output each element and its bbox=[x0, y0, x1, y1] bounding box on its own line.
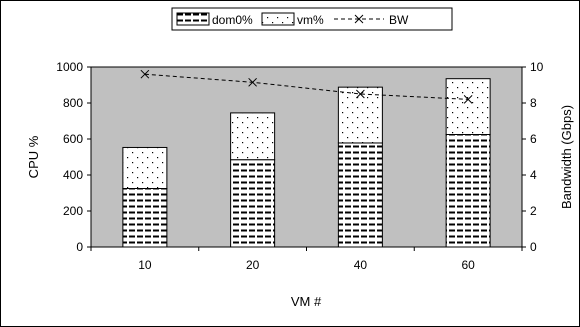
bar-vm-60 bbox=[445, 78, 491, 135]
bandwidth-marker bbox=[140, 69, 150, 79]
legend-marker-bw bbox=[354, 14, 364, 24]
y2-tick-label: 0 bbox=[530, 240, 537, 254]
x-tick-label: 20 bbox=[246, 258, 260, 272]
bandwidth-line-group bbox=[140, 69, 473, 104]
x-tick-label: 10 bbox=[138, 258, 152, 272]
y-tick-label: 400 bbox=[63, 168, 83, 182]
legend-label-dom0: dom0% bbox=[212, 13, 253, 27]
legend-swatch-dom0 bbox=[176, 12, 210, 26]
x-axis-title: VM # bbox=[291, 294, 322, 309]
bandwidth-marker-stroke bbox=[140, 69, 150, 79]
y2-tick-label: 8 bbox=[530, 96, 537, 110]
bar-dom0-10 bbox=[122, 188, 168, 248]
bar-vm-40 bbox=[337, 86, 383, 144]
y-axis-title: CPU % bbox=[26, 135, 41, 178]
y-tick-label: 600 bbox=[63, 132, 83, 146]
y-tick-label: 1000 bbox=[56, 60, 83, 74]
bandwidth-marker bbox=[356, 89, 365, 99]
bandwidth-marker-stroke bbox=[356, 89, 365, 99]
axes-group: 0 200 400 600 800 1000 0 2 4 6 8 10 10 20 40 60 bbox=[56, 60, 543, 272]
bandwidth-marker-stroke bbox=[463, 95, 473, 104]
x-tick-label: 40 bbox=[354, 258, 368, 272]
bandwidth-marker-stroke bbox=[248, 77, 257, 87]
x-tick-label: 60 bbox=[461, 258, 475, 272]
bars-group bbox=[122, 78, 491, 248]
legend-swatch-vm bbox=[261, 12, 295, 26]
legend: dom0% vm% BW bbox=[171, 7, 453, 31]
y-tick-label: 800 bbox=[63, 96, 83, 110]
y-tick-label: 200 bbox=[63, 204, 83, 218]
bar-vm-20 bbox=[230, 112, 276, 161]
bar-dom0-60 bbox=[445, 134, 491, 248]
legend-label-bw: BW bbox=[389, 13, 409, 27]
y2-tick-label: 10 bbox=[530, 60, 544, 74]
y2-tick-label: 2 bbox=[530, 204, 537, 218]
y2-axis-title: Bandwidth (Gbps) bbox=[559, 105, 574, 209]
bar-dom0-40 bbox=[337, 142, 383, 248]
bar-dom0-20 bbox=[230, 159, 276, 248]
y-tick-label: 0 bbox=[76, 240, 83, 254]
bandwidth-line bbox=[144, 73, 469, 100]
bandwidth-marker bbox=[248, 77, 257, 87]
y2-tick-label: 4 bbox=[530, 168, 537, 182]
legend-label-vm: vm% bbox=[297, 13, 324, 27]
y2-tick-label: 6 bbox=[530, 132, 537, 146]
legend-box bbox=[171, 7, 453, 31]
bandwidth-marker bbox=[463, 95, 473, 104]
bar-vm-10 bbox=[122, 146, 168, 190]
